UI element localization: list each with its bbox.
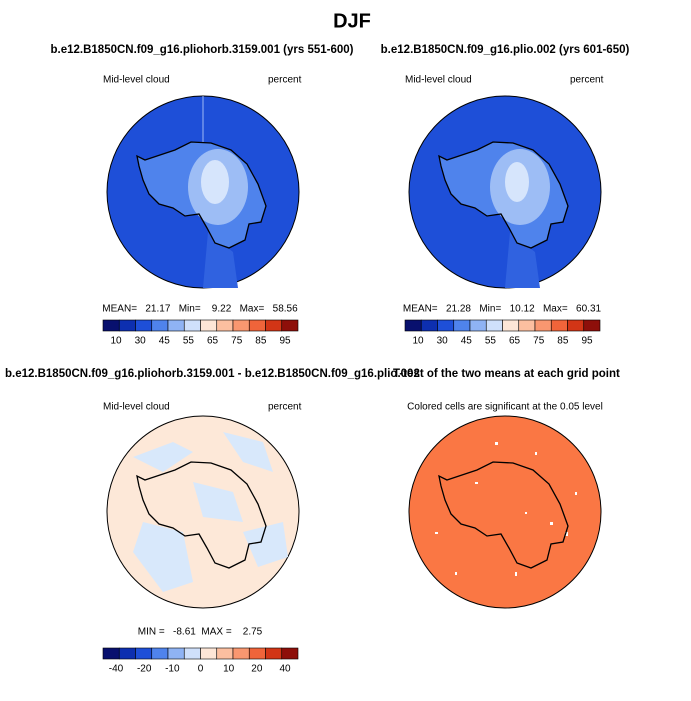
variable: Mid-level cloud: [103, 402, 170, 413]
colorbar-box: [167, 647, 185, 660]
stats: MIN = -8.61 MAX = 2.75: [138, 627, 263, 638]
colorbar-box: [281, 319, 299, 332]
colorbar-label: 75: [231, 336, 243, 347]
colorbar-box: [420, 319, 438, 332]
colorbar-box: [183, 319, 201, 332]
panel-title: b.e12.B1850CN.f09_g16.plio.002 (yrs 601-…: [381, 44, 630, 56]
colorbar-box: [534, 319, 552, 332]
colorbar-label: 10: [223, 664, 235, 675]
colorbar-label: 95: [581, 336, 593, 347]
colorbar-box: [183, 647, 201, 660]
colorbar-box: [232, 319, 250, 332]
note: Colored cells are significant at the 0.0…: [407, 402, 603, 413]
map: [106, 415, 300, 609]
colorbar-box: [437, 319, 455, 332]
map: [106, 95, 300, 289]
colorbar-box: [200, 647, 218, 660]
colorbar-label: 85: [255, 336, 267, 347]
colorbar-box: [151, 319, 169, 332]
colorbar-box: [167, 319, 185, 332]
colorbar-box: [567, 319, 585, 332]
colorbar-box: [502, 319, 520, 332]
colorbar-box: [151, 647, 169, 660]
colorbar-label: 0: [198, 664, 204, 675]
stats: MEAN= 21.28 Min= 10.12 Max= 60.31: [403, 304, 602, 315]
colorbar-label: 20: [251, 664, 263, 675]
colorbar-box: [102, 319, 120, 332]
colorbar-box: [232, 647, 250, 660]
colorbar-label: -10: [165, 664, 180, 675]
units: percent: [570, 75, 604, 86]
colorbar-label: -40: [109, 664, 124, 675]
colorbar-label: 30: [437, 336, 449, 347]
colorbar-label: 55: [183, 336, 195, 347]
colorbar-label: 40: [279, 664, 291, 675]
variable: Mid-level cloud: [103, 75, 170, 86]
colorbar-box: [102, 647, 120, 660]
units: percent: [268, 75, 302, 86]
colorbar-box: [118, 319, 136, 332]
colorbar-label: 45: [159, 336, 171, 347]
colorbar-box: [281, 647, 299, 660]
colorbar-box: [485, 319, 503, 332]
colorbar-box: [248, 319, 266, 332]
colorbar-label: -20: [137, 664, 152, 675]
colorbar-label: 10: [412, 336, 424, 347]
units: percent: [268, 402, 302, 413]
colorbar-box: [200, 319, 218, 332]
colorbar-box: [518, 319, 536, 332]
colorbar-box: [135, 319, 153, 332]
colorbar-label: 95: [279, 336, 291, 347]
colorbar-box: [216, 647, 234, 660]
colorbar-label: 65: [207, 336, 219, 347]
panel-title: T-test of the two means at each grid poi…: [393, 368, 620, 380]
colorbar-label: 65: [509, 336, 521, 347]
colorbar-label: 55: [485, 336, 497, 347]
colorbar-box: [583, 319, 601, 332]
colorbar-box: [216, 319, 234, 332]
colorbar-label: 75: [533, 336, 545, 347]
colorbar-label: 10: [110, 336, 122, 347]
colorbar-box: [453, 319, 471, 332]
colorbar-box: [404, 319, 422, 332]
map: [408, 95, 602, 289]
colorbar-box: [550, 319, 568, 332]
panel-title: b.e12.B1850CN.f09_g16.pliohorb.3159.001 …: [5, 368, 420, 380]
colorbar-label: 85: [557, 336, 569, 347]
colorbar-label: 45: [461, 336, 473, 347]
colorbar-box: [118, 647, 136, 660]
colorbar-box: [265, 319, 283, 332]
variable: Mid-level cloud: [405, 75, 472, 86]
figure-title: DJF: [333, 10, 371, 32]
stats: MEAN= 21.17 Min= 9.22 Max= 58.56: [102, 304, 298, 315]
colorbar-box: [135, 647, 153, 660]
panel-title: b.e12.B1850CN.f09_g16.pliohorb.3159.001 …: [51, 44, 354, 56]
colorbar-box: [265, 647, 283, 660]
colorbar-label: 30: [135, 336, 147, 347]
colorbar-box: [469, 319, 487, 332]
colorbar-box: [248, 647, 266, 660]
map: [408, 415, 602, 609]
